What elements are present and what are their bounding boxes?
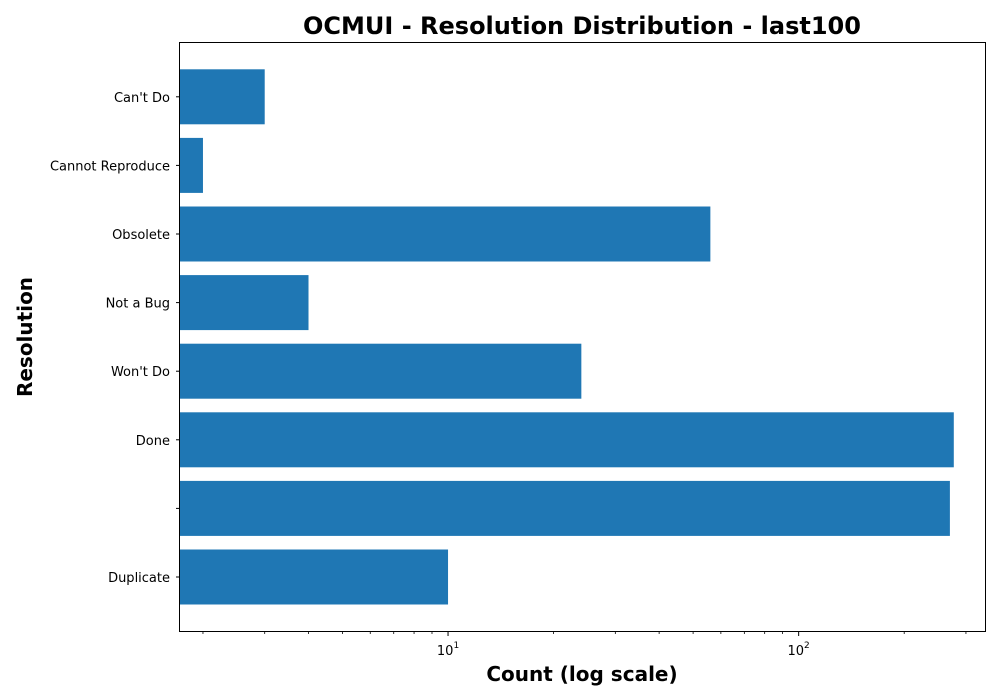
plot-frame — [179, 42, 986, 632]
y-axis-label: Resolution — [13, 277, 37, 397]
bar-won-t-do — [180, 343, 582, 399]
y-tick-label: Not a Bug — [106, 297, 170, 312]
y-tick-label: Won't Do — [111, 365, 170, 380]
y-axis-ticks: Duplicate Done Won't Do Not a Bug Obsolete Ca… — [50, 91, 180, 586]
chart-title: OCMUI - Resolution Distribution - last10… — [303, 12, 861, 40]
y-tick-label: Cannot Reproduce — [50, 159, 170, 174]
bar-not-a-bug — [180, 275, 309, 331]
bar-unlabeled — [180, 480, 950, 536]
bar-cannot-reproduce — [180, 137, 203, 193]
x-axis-ticks: 101 102 — [202, 631, 967, 659]
x-axis-label: Count (log scale) — [486, 662, 677, 686]
bar-duplicate — [180, 549, 449, 605]
y-tick-label: Duplicate — [108, 571, 170, 586]
bar-can-t-do — [180, 69, 265, 125]
y-tick-label: Obsolete — [112, 228, 170, 243]
bar-done — [180, 412, 954, 468]
x-tick-label: 101 — [437, 641, 459, 659]
y-tick-label: Can't Do — [114, 91, 170, 106]
y-tick-label: Done — [136, 434, 170, 449]
bar-obsolete — [180, 206, 711, 262]
bars-group — [180, 69, 954, 605]
x-tick-label: 102 — [788, 641, 810, 659]
